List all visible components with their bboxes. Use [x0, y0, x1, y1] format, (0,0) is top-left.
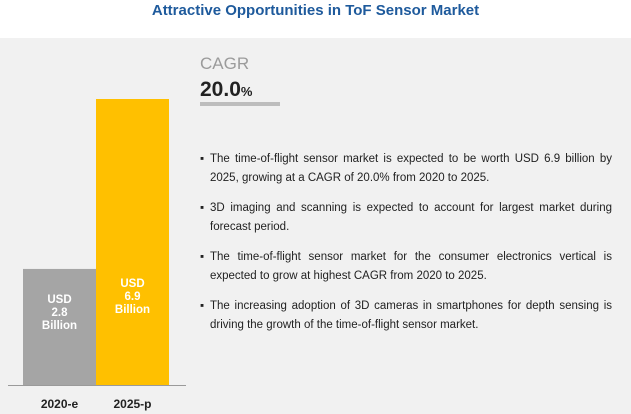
- finding-item: ▪ The time-of-flight sensor market is exp…: [200, 150, 612, 188]
- cagr-underline: [200, 102, 280, 106]
- cagr-label: CAGR: [200, 54, 250, 73]
- bar-2020-e: [23, 268, 96, 385]
- bar-data-label: Billion: [42, 320, 77, 332]
- bar-data-label: Billion: [115, 304, 150, 316]
- bullet-marker: ▪: [200, 300, 205, 312]
- finding-item: ▪ The increasing adoption of 3D cameras i…: [200, 297, 612, 335]
- finding-text: The increasing adoption of 3D cameras in…: [210, 300, 612, 331]
- bullet-marker: ▪: [200, 153, 205, 165]
- bullet-marker: ▪: [200, 251, 205, 263]
- cagr-block: CAGR 20.0%: [200, 54, 252, 104]
- cagr-unit: %: [240, 84, 253, 99]
- chart-title: Attractive Opportunities in ToF Sensor M…: [151, 2, 480, 19]
- finding-text: 3D imaging and scanning is expected to a…: [210, 202, 612, 233]
- x-tick-label: 2020-e: [41, 397, 79, 411]
- bar-2025-p: [96, 99, 169, 385]
- cagr-number: 20.0: [200, 78, 241, 101]
- bar-data-label: USD: [120, 278, 144, 290]
- x-tick-label: 2025-p: [113, 397, 151, 411]
- key-findings-list: ▪ The time-of-flight sensor market is exp…: [200, 150, 612, 346]
- bar-data-label: 6.9: [125, 291, 141, 303]
- finding-item: ▪ The time-of-flight sensor market for th…: [200, 248, 612, 286]
- cagr-value: 20.0%: [200, 78, 252, 104]
- bar-data-label: USD: [47, 294, 71, 306]
- finding-text: The time-of-flight sensor market is expe…: [210, 153, 612, 184]
- finding-text: The time-of-flight sensor market for the…: [210, 251, 612, 282]
- finding-item: ▪ 3D imaging and scanning is expected to …: [200, 199, 612, 237]
- bullet-marker: ▪: [200, 202, 205, 214]
- bar-data-label: 2.8: [52, 307, 69, 319]
